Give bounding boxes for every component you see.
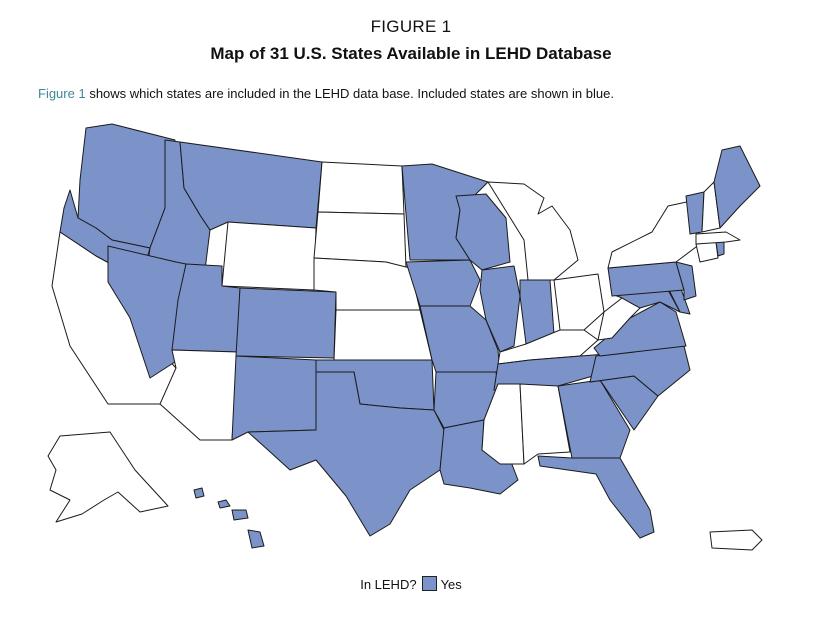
state-nd [317, 161, 405, 215]
state-ri [715, 241, 725, 257]
legend-swatch-yes [421, 576, 437, 591]
caption-text: shows which states are included in the L… [85, 86, 614, 101]
state-ia [405, 259, 481, 307]
state-ma [695, 231, 741, 245]
state-ak [47, 431, 169, 523]
state-al [519, 383, 571, 465]
state-il [479, 265, 521, 353]
state-nm [231, 355, 317, 441]
legend-label-yes: Yes [440, 577, 462, 592]
state-mi [487, 181, 579, 281]
state-hi [193, 487, 265, 549]
state-nj [675, 261, 697, 301]
state-pr [709, 529, 763, 551]
state-mt [179, 141, 323, 231]
state-wy [221, 221, 317, 291]
state-me [713, 145, 761, 229]
figure-label: FIGURE 1 [370, 17, 452, 36]
state-ct [695, 241, 719, 263]
state-nv [107, 245, 187, 379]
figure-title: Map of 31 U.S. States Available in LEHD … [210, 44, 612, 63]
legend-title: In LEHD? [360, 577, 417, 592]
state-ks [333, 309, 433, 361]
legend: In LEHD? Yes [0, 576, 822, 592]
state-ny [607, 199, 701, 269]
state-fl [537, 455, 655, 539]
state-co [235, 287, 337, 359]
state-oh [553, 273, 605, 331]
figure-reference: Figure 1 [38, 86, 86, 101]
states-layer [47, 123, 763, 551]
figure-caption: Figure 1 shows which states are included… [38, 86, 614, 101]
